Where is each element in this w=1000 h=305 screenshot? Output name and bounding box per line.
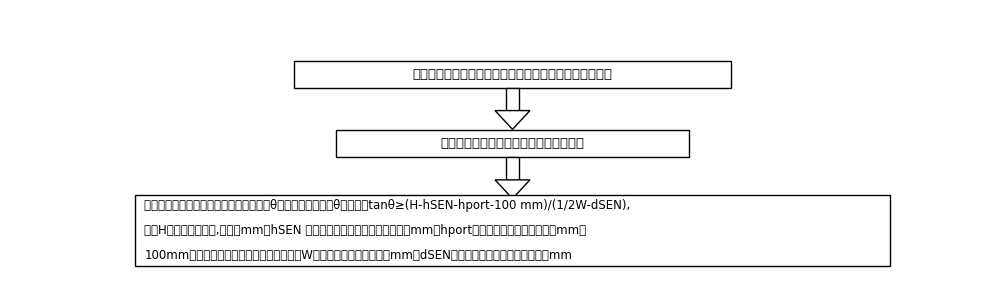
Bar xyxy=(135,195,890,266)
Text: 进行转炉冶炼、真空处理、脱氧合金化与连铸后得到铸坯: 进行转炉冶炼、真空处理、脱氧合金化与连铸后得到铸坯 xyxy=(413,68,612,81)
Bar xyxy=(294,61,731,88)
Bar xyxy=(506,157,519,180)
Text: 通过控制水口结构参数控制钢液射流角度θ，使钢液射流角度θ满足公式tanθ≥(H-hSEN-hport-100 mm)/(1/2W-dSEN),: 通过控制水口结构参数控制钢液射流角度θ，使钢液射流角度θ满足公式tanθ≥(H-… xyxy=(144,199,631,212)
Polygon shape xyxy=(495,180,530,199)
Text: 式中H表示结晶器长度,单位为mm；hSEN 代表浸入式水口插入深度，单位为mm；hport代表水口出口高度，单位为mm；: 式中H表示结晶器长度,单位为mm；hSEN 代表浸入式水口插入深度，单位为mm；… xyxy=(144,224,586,237)
Text: 在连铸过程中控制浸入式水口的浸入深度: 在连铸过程中控制浸入式水口的浸入深度 xyxy=(440,137,584,150)
Bar xyxy=(336,130,689,157)
Bar xyxy=(506,88,519,111)
Polygon shape xyxy=(495,111,530,129)
Text: 100mm代表钢水液面离结晶器顶端的距离；W代表结晶器宽度，单位为mm；dSEN代表浸入式水口的外径，单位为mm: 100mm代表钢水液面离结晶器顶端的距离；W代表结晶器宽度，单位为mm；dSEN… xyxy=(144,249,572,261)
